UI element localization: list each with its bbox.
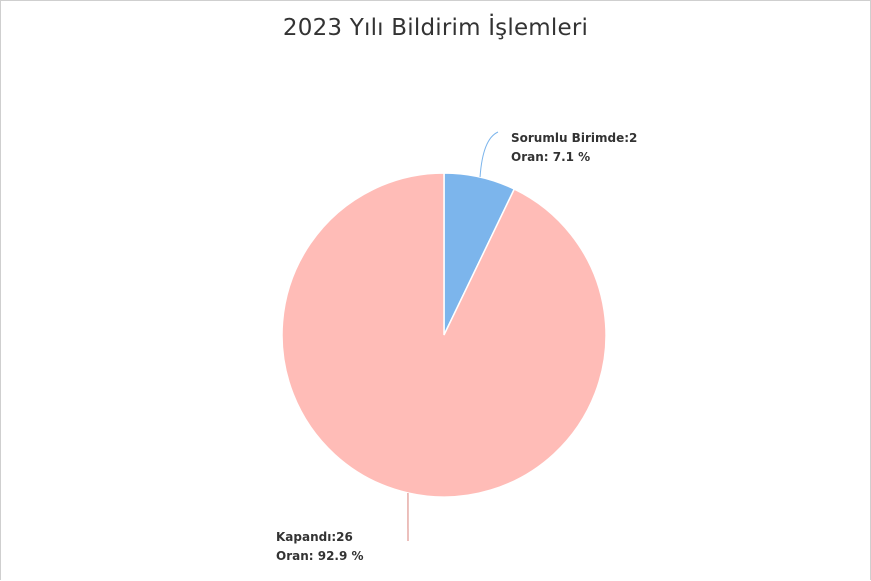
data-label-sorumlu-birimde-percent: Oran: 7.1 % (511, 150, 590, 164)
data-label-kapandi-percent: Oran: 92.9 % (276, 549, 364, 563)
data-label-kapandi-count: Kapandı:26 (276, 530, 353, 544)
pie-slice-kapandi[interactable] (282, 173, 606, 497)
data-label-sorumlu-birimde-count: Sorumlu Birimde:2 (511, 131, 637, 145)
connector-sorumlu-birimde (480, 132, 498, 177)
